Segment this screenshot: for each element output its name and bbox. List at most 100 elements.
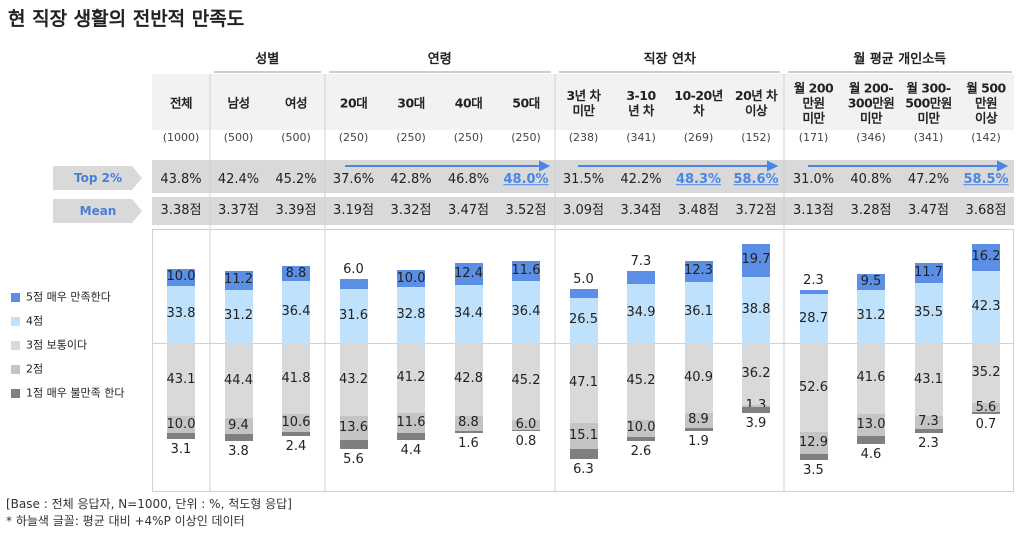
bar-segment [627,436,655,442]
note: * 하늘색 글꼴: 평균 대비 +4%P 이상인 데이터 [6,514,245,528]
bar-segment [569,423,598,449]
bar-segment [167,433,195,439]
mean-value: 3.09점 [563,203,604,219]
trend-arrows [345,160,1009,172]
value-label: 52.6 [799,379,828,395]
mean-value: 3.13점 [793,203,834,219]
column-label: 50대 [512,95,540,111]
value-label: 32.8 [396,307,426,323]
bar-segment [454,284,483,343]
value-label: 36.2 [741,365,771,381]
top2-value: 40.8% [850,172,892,188]
legend-label: 5점 매우 만족한다 [26,290,111,304]
value-label: 6.0 [515,417,537,433]
value-label: 15.1 [569,428,598,444]
top2-value: 45.2% [275,172,317,188]
legend-label: 2점 [26,362,44,376]
value-label: 2.4 [285,439,307,455]
top2-value: 42.4% [217,172,260,188]
value-label: 47.1 [569,375,598,391]
sample-size: (341) [913,131,944,144]
bar-segment [339,279,368,290]
mean-value: 3.19점 [333,203,374,219]
bar-segment [627,419,655,437]
value-label: 0.7 [975,416,997,432]
bar-segment [512,261,540,282]
sample-size: (250) [453,131,484,144]
bar-segment [799,454,828,461]
value-label: 42.3 [971,299,1001,315]
value-label: 38.8 [741,302,771,318]
bar-segment [742,277,770,343]
bar-segment [339,343,368,417]
mean-value: 3.47점 [448,203,489,219]
column-label: 월 300- 500만원 미만 [905,80,952,126]
sample-size: (250) [396,131,426,144]
value-label: 3.1 [170,441,192,457]
bar-segment [569,448,598,460]
value-label: 3.9 [745,416,767,432]
value-label: 11.2 [224,272,253,288]
bar-segment [454,415,483,431]
bar-segment [914,282,943,343]
value-label: 12.4 [454,266,483,282]
bar-segment [167,343,195,417]
bar-segment [397,287,425,343]
bar-segment [512,419,540,431]
group-label: 월 평균 개인소득 [853,52,947,67]
bar-segment [684,343,713,413]
sample-size: (250) [511,131,541,144]
mean-label: Mean [79,203,117,218]
value-label: 45.2 [626,373,656,389]
value-label: 43.2 [339,371,368,387]
sample-size: (250) [338,131,369,144]
top2-value: 31.5% [562,172,605,188]
header-band [152,74,1014,130]
bar-segment [339,289,368,343]
value-label: 36.1 [684,304,713,320]
mean-value: 3.47점 [908,203,949,219]
value-label: 11.6 [396,415,426,431]
bar-segment [569,289,598,298]
bar-segment [167,416,195,434]
value-label: 35.5 [914,305,943,321]
note: [Base : 전체 응답자, N=1000, 단위 : %, 척도형 응답] [6,497,292,511]
column-label: 3-10 년 차 [626,88,656,118]
bar-segment [627,343,655,420]
value-label: 3.5 [803,463,824,479]
value-label: 13.0 [856,416,886,432]
sample-size: (500) [281,131,311,144]
bar-segment [224,343,253,419]
bar-segment [282,432,310,437]
bar-segment [282,414,310,433]
mean-value: 3.52점 [505,203,547,219]
bar-segment [972,243,1000,272]
value-label: 2.6 [630,444,652,460]
column-label: 남성 [227,95,250,111]
sample-size: (500) [223,131,254,144]
top2-value: 58.5% [963,172,1009,188]
value-label: 26.5 [569,312,598,328]
column-label: 여성 [284,95,308,111]
bar-segment [454,430,483,434]
value-label: 10.0 [396,270,426,286]
bar-segment [914,343,943,417]
bar-segment [569,343,598,424]
value-label: 8.8 [285,265,307,281]
value-label: 2.3 [918,435,939,451]
bar-segment [857,343,885,414]
value-label: 34.4 [454,305,483,321]
separators [209,74,785,491]
value-label: 10.0 [166,416,196,432]
value-label: 33.8 [166,306,196,322]
mean-value: 3.37점 [218,203,259,219]
value-label: 44.4 [224,372,253,388]
value-label: 5.6 [975,399,997,415]
legend-swatch [11,316,20,326]
mean-value: 3.39점 [275,203,317,219]
sample-size: (346) [856,131,886,144]
bar-segment [799,343,828,433]
sample-size: (341) [626,131,656,144]
bar-segment [282,281,310,343]
